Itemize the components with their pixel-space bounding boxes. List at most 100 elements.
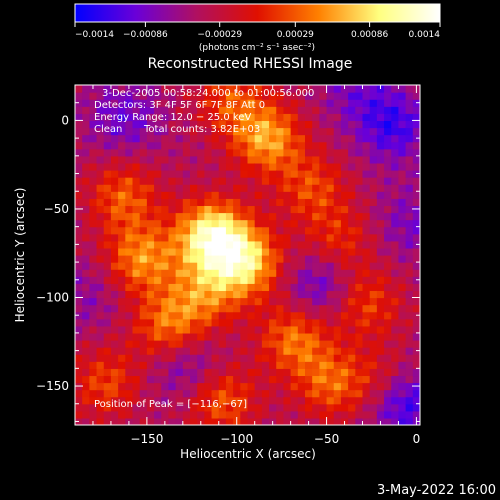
heatmap-cell	[340, 191, 349, 199]
heatmap-cell	[204, 226, 213, 235]
heatmap-cell	[204, 198, 213, 207]
heatmap-cell	[204, 276, 213, 284]
heatmap-cell	[139, 389, 148, 398]
heatmap-cell	[75, 354, 83, 362]
heatmap-cell	[89, 212, 98, 221]
heatmap-cell	[146, 99, 155, 107]
heatmap-cell	[247, 170, 256, 178]
x-tick-label: −100	[220, 432, 253, 446]
heatmap-cell	[261, 155, 270, 164]
heatmap-cell	[333, 354, 342, 362]
heatmap-cell	[89, 191, 98, 199]
heatmap-cell	[225, 148, 234, 157]
heatmap-cell	[261, 85, 270, 93]
heatmap-cell	[412, 304, 420, 313]
heatmap-cell	[340, 148, 349, 157]
heatmap-cell	[89, 106, 98, 114]
heatmap-cell	[247, 311, 256, 320]
heatmap-cell	[384, 255, 392, 263]
heatmap-cell	[305, 318, 313, 327]
heatmap-cell	[369, 240, 378, 249]
heatmap-cell	[110, 403, 119, 412]
heatmap-cell	[398, 99, 407, 107]
heatmap-cell	[204, 325, 213, 334]
heatmap-cell	[276, 403, 285, 412]
heatmap-cell	[182, 332, 191, 341]
heatmap-cell	[319, 127, 328, 136]
heatmap-cell	[384, 318, 392, 327]
heatmap-cell	[326, 177, 335, 185]
heatmap-cell	[154, 212, 162, 221]
heatmap-cell	[161, 155, 170, 164]
heatmap-cell	[369, 233, 378, 242]
colorbar-tick-label: 0.0014	[409, 30, 441, 40]
heatmap-cell	[118, 375, 126, 384]
heatmap-cell	[340, 340, 349, 348]
heatmap-cell	[376, 106, 385, 114]
heatmap-cell	[82, 233, 90, 242]
heatmap-cell	[89, 120, 98, 129]
heatmap-cell	[305, 219, 313, 228]
heatmap-cell	[110, 354, 119, 362]
heatmap-cell	[218, 368, 227, 377]
heatmap-cell	[254, 155, 263, 164]
heatmap-cell	[269, 375, 277, 384]
heatmap-cell	[333, 332, 342, 341]
heatmap-cell	[197, 361, 205, 369]
heatmap-cell	[283, 354, 292, 362]
heatmap-cell	[340, 106, 349, 114]
heatmap-cell	[146, 347, 155, 355]
heatmap-cell	[247, 240, 256, 249]
heatmap-cell	[297, 347, 306, 355]
heatmap-cell	[305, 120, 313, 129]
heatmap-cell	[82, 297, 90, 306]
heatmap-cell	[398, 120, 407, 129]
heatmap-cell	[197, 318, 205, 327]
heatmap-cell	[283, 177, 292, 185]
heatmap-cell	[139, 120, 148, 129]
heatmap-cell	[261, 226, 270, 235]
heatmap-cell	[297, 382, 306, 391]
heatmap-cell	[197, 212, 205, 221]
heatmap-cell	[218, 417, 227, 425]
heatmap-cell	[319, 120, 328, 129]
heatmap-image	[75, 85, 420, 425]
heatmap-cell	[362, 361, 371, 369]
heatmap-cell	[82, 396, 90, 405]
heatmap-cell	[225, 311, 234, 320]
heatmap-cell	[348, 396, 356, 405]
heatmap-cell	[340, 177, 349, 185]
heatmap-cell	[305, 389, 313, 398]
heatmap-cell	[161, 233, 170, 242]
heatmap-cell	[333, 170, 342, 178]
heatmap-cell	[146, 255, 155, 263]
heatmap-cell	[297, 198, 306, 207]
heatmap-cell	[110, 141, 119, 150]
heatmap-cell	[355, 361, 364, 369]
heatmap-cell	[89, 269, 98, 277]
heatmap-cell	[369, 205, 378, 214]
heatmap-cell	[204, 375, 213, 384]
heatmap-cell	[125, 212, 134, 221]
heatmap-cell	[362, 92, 371, 100]
heatmap-cell	[305, 276, 313, 284]
heatmap-cell	[276, 417, 285, 425]
heatmap-cell	[391, 106, 400, 114]
heatmap-cell	[269, 354, 277, 362]
heatmap-cell	[118, 410, 126, 419]
heatmap-cell	[376, 318, 385, 327]
heatmap-cell	[247, 226, 256, 235]
heatmap-cell	[89, 162, 98, 171]
heatmap-cell	[261, 290, 270, 299]
heatmap-cell	[125, 262, 134, 270]
heatmap-cell	[182, 318, 191, 327]
heatmap-cell	[233, 311, 241, 320]
heatmap-cell	[319, 325, 328, 334]
heatmap-cell	[218, 332, 227, 341]
heatmap-cell	[110, 290, 119, 299]
heatmap-cell	[82, 354, 90, 362]
heatmap-cell	[218, 162, 227, 171]
heatmap-cell	[182, 354, 191, 362]
heatmap-cell	[290, 99, 299, 107]
heatmap-cell	[348, 191, 356, 199]
